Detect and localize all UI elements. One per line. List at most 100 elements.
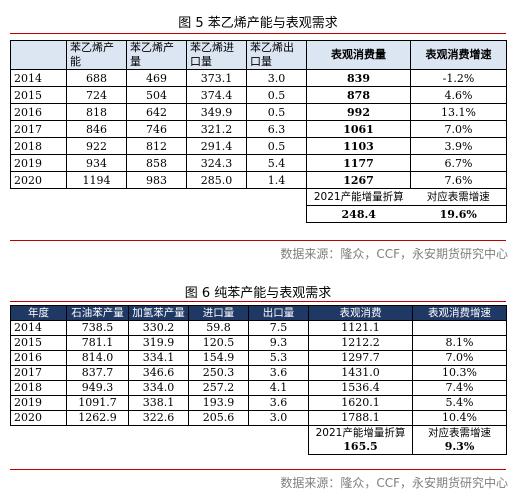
table-cell: 334.0 xyxy=(128,380,189,396)
table-cell: 10.3% xyxy=(412,365,507,381)
table-row: 2020 1194 983 285.0 1.4 1267 7.6% xyxy=(10,171,507,189)
table-cell: 2014 xyxy=(10,69,67,87)
table-cell: 322.6 xyxy=(128,410,189,426)
table-cell: 120.5 xyxy=(188,335,249,351)
table-cell: 319.9 xyxy=(128,335,189,351)
table-row: 2019 934 858 324.3 5.4 1177 6.7% xyxy=(10,154,507,172)
table-cell: 949.3 xyxy=(66,380,129,396)
summary-value-growth: 9.3% xyxy=(412,440,507,455)
table-cell: 5.4% xyxy=(412,395,507,411)
table-cell: 1121.1 xyxy=(308,320,413,336)
table-cell: 983 xyxy=(126,171,187,189)
table-cell: 642 xyxy=(126,103,187,121)
table-cell: 374.4 xyxy=(186,86,247,104)
table-row: 2015 781.1 319.9 120.5 9.3 1212.2 8.1% xyxy=(10,335,507,351)
table-cell: 812 xyxy=(126,137,187,155)
styrene-table: 苯乙烯产能 苯乙烯产量 苯乙烯进口量 苯乙烯出口量 表观消费量 表观消费增速 2… xyxy=(10,40,507,223)
table-cell: 2016 xyxy=(10,350,67,366)
header-import: 进口量 xyxy=(188,305,249,321)
table-cell: 7.0% xyxy=(410,120,507,138)
table-cell: 781.1 xyxy=(66,335,129,351)
table-cell: 2020 xyxy=(10,171,67,189)
table-cell: 0.5 xyxy=(246,137,307,155)
table-cell: 3.6 xyxy=(248,365,309,381)
table-cell: 321.2 xyxy=(186,120,247,138)
summary-label-capacity: 2021产能增量折算 xyxy=(306,188,411,206)
table-cell: 2016 xyxy=(10,103,67,121)
table-cell: 373.1 xyxy=(186,69,247,87)
header-growth: 表观消费增速 xyxy=(410,40,507,70)
table-cell: 1297.7 xyxy=(308,350,413,366)
header-hydro-benzene: 加氢苯产量 xyxy=(128,305,189,321)
table-cell: 2015 xyxy=(10,86,67,104)
table-row: 2014 688 469 373.1 3.0 839 -1.2% xyxy=(10,69,507,87)
figure5-bottom-rule xyxy=(10,240,506,241)
table-cell: 7.4% xyxy=(412,380,507,396)
table-cell: 814.0 xyxy=(66,350,129,366)
table-cell: 992 xyxy=(306,103,411,121)
table-cell: 205.6 xyxy=(188,410,249,426)
table-cell: 1177 xyxy=(306,154,411,172)
benzene-header-row: 年度 石油苯产量 加氢苯产量 进口量 出口量 表观消费 表观消费增速 xyxy=(10,305,507,321)
table-cell: 688 xyxy=(66,69,127,87)
table-cell: 291.4 xyxy=(186,137,247,155)
table-row: 2018 922 812 291.4 0.5 1103 3.9% xyxy=(10,137,507,155)
table-cell: -1.2% xyxy=(410,69,507,87)
table-cell: 2018 xyxy=(10,380,67,396)
styrene-summary-label-row: 2021产能增量折算 对应表需增速 xyxy=(11,188,507,206)
table-cell: 193.9 xyxy=(188,395,249,411)
table-cell: 4.6% xyxy=(410,86,507,104)
table-cell: 1262.9 xyxy=(66,410,129,426)
figure5-source: 数据来源：隆众，CCF，永安期货研究中心 xyxy=(280,247,508,261)
table-cell: 2017 xyxy=(10,120,67,138)
table-cell: 59.8 xyxy=(188,320,249,336)
table-row: 2015 724 504 374.4 0.5 878 4.6% xyxy=(10,86,507,104)
table-cell: 1267 xyxy=(306,171,411,189)
table-cell: 5.3 xyxy=(248,350,309,366)
summary-label-growth: 对应表需增速 xyxy=(410,188,507,206)
table-row: 2017 837.7 346.6 250.3 3.6 1431.0 10.3% xyxy=(10,365,507,381)
table-cell: 338.1 xyxy=(128,395,189,411)
header-import: 苯乙烯进口量 xyxy=(186,40,247,70)
styrene-header-row: 苯乙烯产能 苯乙烯产量 苯乙烯进口量 苯乙烯出口量 表观消费量 表观消费增速 xyxy=(10,40,507,70)
figure5-top-rule xyxy=(10,33,506,34)
table-cell: 1212.2 xyxy=(308,335,413,351)
table-cell: 858 xyxy=(126,154,187,172)
header-consumption: 表观消费量 xyxy=(306,40,411,70)
figure6-top-rule xyxy=(10,301,506,302)
table-cell: 469 xyxy=(126,69,187,87)
table-cell: 3.9% xyxy=(410,137,507,155)
table-cell: 1103 xyxy=(306,137,411,155)
table-cell: 2019 xyxy=(10,395,67,411)
table-row: 2016 814.0 334.1 154.9 5.3 1297.7 7.0% xyxy=(10,350,507,366)
table-cell: 1194 xyxy=(66,171,127,189)
table-cell: 746 xyxy=(126,120,187,138)
summary-value-growth: 19.6% xyxy=(410,205,507,223)
table-cell: 724 xyxy=(66,86,127,104)
table-cell: 878 xyxy=(306,86,411,104)
table-row: 2016 818 642 349.9 0.5 992 13.1% xyxy=(10,103,507,121)
table-cell: 5.4 xyxy=(246,154,307,172)
table-cell: 922 xyxy=(66,137,127,155)
table-cell: 7.6% xyxy=(410,171,507,189)
header-year: 年度 xyxy=(10,305,67,321)
figure5-title: 图 5 苯乙烯产能与表观需求 xyxy=(178,16,338,31)
benzene-table: 年度 石油苯产量 加氢苯产量 进口量 出口量 表观消费 表观消费增速 2014 7… xyxy=(10,305,507,455)
summary-label-growth: 对应表需增速 xyxy=(412,425,507,440)
table-cell: 3.6 xyxy=(248,395,309,411)
table-cell: 324.3 xyxy=(186,154,247,172)
table-cell: 1620.1 xyxy=(308,395,413,411)
table-cell: 934 xyxy=(66,154,127,172)
table-cell: 839 xyxy=(306,69,411,87)
table-row: 2018 949.3 334.0 257.2 4.1 1536.4 7.4% xyxy=(10,380,507,396)
table-cell: 0.5 xyxy=(246,86,307,104)
table-row: 2019 1091.7 338.1 193.9 3.6 1620.1 5.4% xyxy=(10,395,507,411)
table-cell: 257.2 xyxy=(188,380,249,396)
table-cell: 504 xyxy=(126,86,187,104)
summary-value-capacity: 248.4 xyxy=(306,205,411,223)
table-cell xyxy=(412,320,507,336)
table-cell: 1788.1 xyxy=(308,410,413,426)
header-consumption: 表观消费 xyxy=(308,305,413,321)
table-cell: 2020 xyxy=(10,410,67,426)
table-cell: 6.7% xyxy=(410,154,507,172)
